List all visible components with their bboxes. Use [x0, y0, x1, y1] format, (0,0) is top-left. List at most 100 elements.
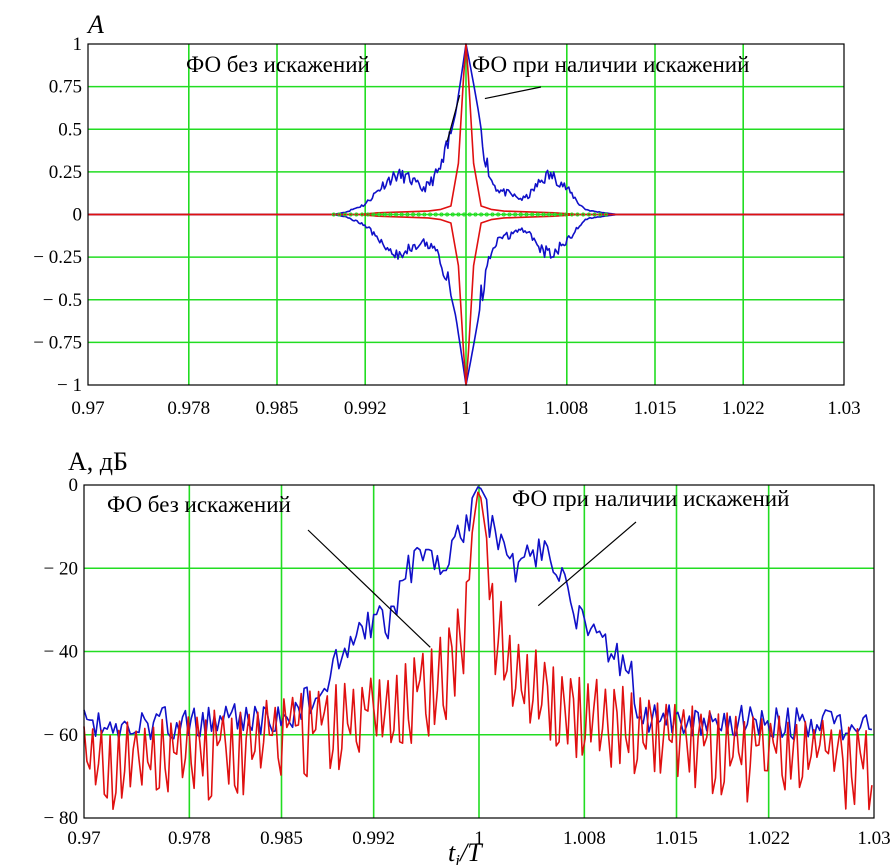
annotation-label: ФО при наличии искажений: [472, 52, 749, 77]
zero-marker: [394, 212, 399, 217]
zero-marker: [473, 212, 478, 217]
annotation-label: ФО при наличии искажений: [512, 486, 789, 511]
zero-marker: [445, 212, 450, 217]
x-tick-label: 0.992: [344, 398, 387, 419]
x-tick-label: 0.97: [71, 398, 104, 419]
zero-marker: [371, 212, 376, 217]
x-tick-label: 1.008: [563, 828, 606, 849]
y-tick-label: 0: [69, 475, 79, 496]
x-tick-label: 1.022: [722, 398, 765, 419]
annotations: ФО без искажений ФО при наличии искажений: [186, 52, 749, 143]
x-tick-label: 1.008: [545, 398, 588, 419]
y-tick-label: 0: [73, 205, 83, 226]
series-ideal: [83, 491, 873, 811]
x-axis-label-main: t: [448, 838, 456, 865]
zero-marker: [598, 212, 603, 217]
zero-marker: [524, 212, 529, 217]
annotation-label: ФО без искажений: [107, 492, 291, 517]
zero-marker: [337, 212, 342, 217]
y-tick-label: 0.75: [49, 77, 82, 98]
zero-marker: [439, 212, 444, 217]
y-tick-label: − 1: [57, 375, 82, 396]
x-tick-label: 1.022: [747, 828, 790, 849]
zero-marker: [541, 212, 546, 217]
x-tick-label: 0.985: [260, 828, 303, 849]
zero-marker: [564, 212, 569, 217]
zero-marker: [535, 212, 540, 217]
zero-marker: [456, 212, 461, 217]
x-tick-label: 1.015: [634, 398, 677, 419]
y-tick-label: − 0.5: [43, 290, 82, 311]
y-tick-label: − 20: [44, 558, 78, 579]
y-tick-label: 0.5: [58, 119, 82, 140]
zero-marker: [581, 212, 586, 217]
annotation-label: ФО без искажений: [186, 52, 370, 77]
zero-marker: [365, 212, 370, 217]
zero-marker: [348, 212, 353, 217]
x-tick-label: 1.015: [655, 828, 698, 849]
zero-marker: [530, 212, 535, 217]
zero-marker: [343, 212, 347, 217]
y-axis-label: A: [86, 10, 104, 39]
zero-marker: [377, 212, 382, 217]
y-tick-label: 0.25: [49, 162, 82, 183]
zero-marker: [490, 212, 495, 217]
zero-marker: [382, 212, 387, 217]
zero-marker: [331, 212, 336, 217]
tick-labels: 0.97 0.978 0.985 0.992 1 1.008 1.015 1.022 1.03 0…: [44, 475, 891, 849]
zero-marker: [484, 212, 489, 217]
series-distorted: [83, 486, 873, 741]
x-tick-label: 1.03: [827, 398, 860, 419]
zero-marker: [558, 212, 563, 217]
series-lines: [83, 486, 873, 811]
zero-marker: [428, 212, 433, 217]
y-tick-label: − 0.25: [33, 247, 82, 268]
zero-marker: [507, 212, 512, 217]
x-tick-label: 1.03: [857, 828, 890, 849]
zero-marker: [399, 212, 404, 217]
zero-marker: [603, 212, 608, 217]
zero-marker: [433, 212, 438, 217]
chart-decibel: 0.97 0.978 0.985 0.992 1 1.008 1.015 1.022 1.03 0…: [44, 447, 891, 865]
zero-marker: [416, 212, 421, 217]
plot-frame: [87, 43, 845, 386]
zero-marker: [501, 212, 506, 217]
y-tick-label: − 40: [44, 642, 78, 663]
x-tick-label: 1: [461, 398, 471, 419]
x-tick-label: 0.97: [67, 828, 100, 849]
zero-marker: [360, 212, 364, 217]
zero-marker: [405, 212, 410, 217]
x-tick-label: 0.978: [168, 828, 211, 849]
annotation-leader: [484, 86, 542, 100]
zero-marker: [513, 212, 518, 217]
zero-marker: [569, 212, 574, 217]
zero-marker: [496, 212, 501, 217]
annotations: ФО без искажений ФО при наличии искажений: [107, 486, 789, 648]
chart-amplitude: 0.97 0.978 0.985 0.992 1 1.008 1.015 1.022 1.03 1…: [33, 10, 860, 419]
plot-frame: [83, 484, 875, 819]
zero-marker: [586, 212, 591, 217]
x-tick-label: 0.992: [352, 828, 395, 849]
zero-marker: [552, 212, 557, 217]
zero-marker: [592, 212, 597, 217]
zero-marker: [467, 212, 472, 217]
zero-marker: [479, 212, 484, 217]
x-axis-label: ti/T: [448, 838, 483, 865]
y-tick-label: 1: [73, 34, 83, 55]
zero-marker: [422, 212, 427, 217]
zero-marker: [388, 212, 393, 217]
zero-marker: [354, 212, 359, 217]
tick-labels: 0.97 0.978 0.985 0.992 1 1.008 1.015 1.022 1.03 1…: [33, 34, 860, 419]
grid-lines: [84, 485, 874, 818]
zero-marker: [547, 212, 552, 217]
x-tick-label: 1: [474, 828, 484, 849]
x-axis-label-sub: i: [455, 851, 460, 865]
annotation-leader: [537, 521, 637, 607]
x-tick-label: 0.978: [167, 398, 210, 419]
y-tick-label: − 0.75: [33, 332, 82, 353]
zero-marker: [518, 212, 523, 217]
zero-marker: [575, 212, 580, 217]
zero-marker: [411, 212, 416, 217]
x-axis-label-rest: /T: [458, 838, 483, 865]
